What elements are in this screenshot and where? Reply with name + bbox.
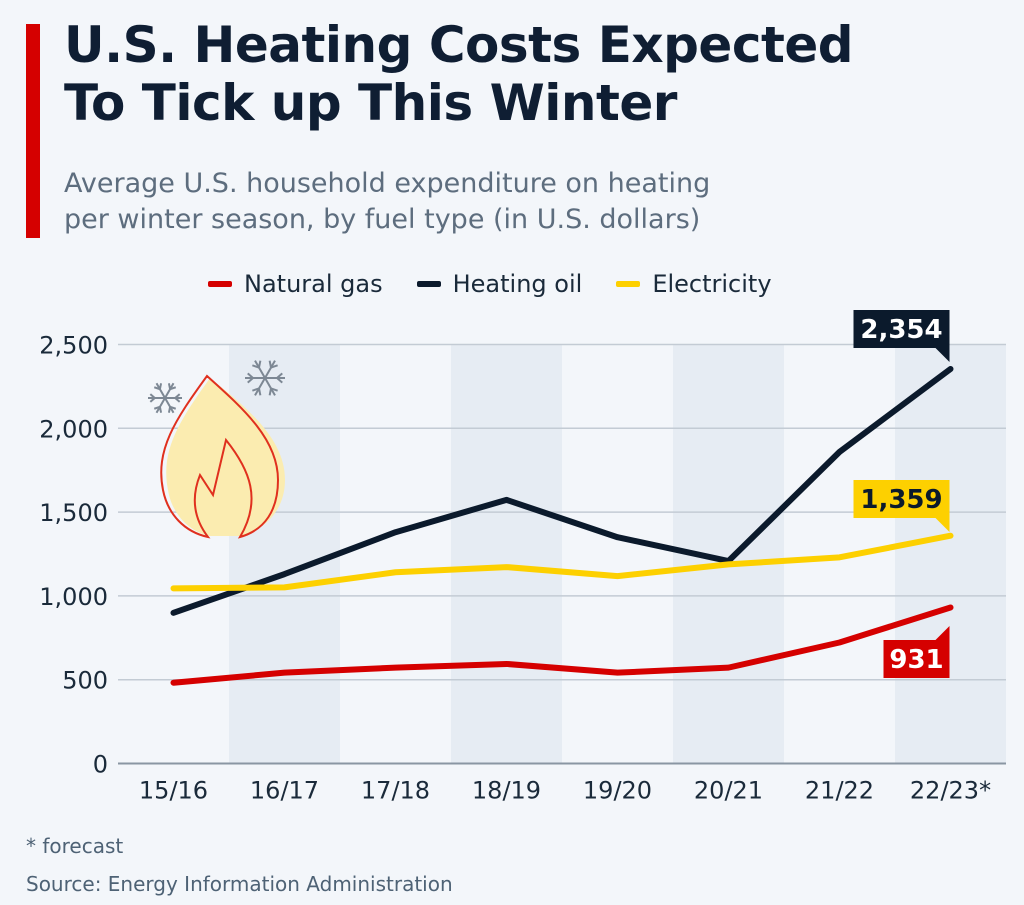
subtitle: Average U.S. household expenditure on he… — [64, 166, 710, 238]
column-band — [451, 344, 562, 764]
legend-item: Heating oil — [416, 270, 583, 298]
legend-swatch — [208, 281, 232, 287]
accent-bar — [26, 24, 40, 238]
column-band — [895, 344, 1006, 764]
subtitle-line-1: Average U.S. household expenditure on he… — [64, 168, 711, 199]
title-line-1: U.S. Heating Costs Expected — [64, 16, 854, 74]
series-line-electricity — [170, 532, 954, 592]
source: Source: Energy Information Administratio… — [26, 872, 453, 896]
x-tick-label: 16/17 — [250, 777, 319, 805]
end-value-text: 1,359 — [860, 485, 942, 515]
series-line-heating-oil — [170, 365, 954, 616]
y-tick-label: 1,000 — [39, 583, 108, 611]
y-tick-label: 2,000 — [39, 415, 108, 443]
y-tick-label: 1,500 — [39, 499, 108, 527]
x-tick-label: 15/16 — [139, 777, 208, 805]
x-tick-label: 17/18 — [361, 777, 430, 805]
line-chart: 0 500 1,000 1,500 2,000 2,500 15/16 16/17 17/18 1… — [39, 310, 1006, 805]
x-tick-label: 22/23* — [910, 777, 991, 805]
snowflake-icon — [148, 382, 182, 414]
flame-icon — [160, 374, 285, 539]
end-value-text: 2,354 — [860, 315, 942, 345]
end-value-label: 931 — [883, 626, 950, 678]
legend: Natural gas Heating oil Electricity — [208, 270, 772, 298]
legend-swatch — [616, 281, 641, 287]
legend-item: Electricity — [616, 270, 772, 298]
end-value-text: 931 — [889, 645, 943, 675]
footnote: * forecast — [26, 834, 124, 858]
end-value-label: 1,359 — [853, 480, 950, 532]
column-band — [229, 344, 340, 764]
page-title: U.S. Heating Costs Expected To Tick up T… — [64, 16, 854, 132]
x-tick-label: 19/20 — [583, 777, 652, 805]
legend-swatch — [416, 281, 441, 287]
end-value-label: 2,354 — [853, 310, 950, 362]
x-tick-label: 18/19 — [472, 777, 541, 805]
subtitle-line-2: per winter season, by fuel type (in U.S.… — [64, 204, 701, 235]
x-tick-label: 20/21 — [694, 777, 763, 805]
y-tick-label: 500 — [62, 667, 108, 695]
legend-label: Natural gas — [244, 270, 383, 298]
title-line-2: To Tick up This Winter — [64, 74, 677, 132]
legend-item: Natural gas — [208, 270, 383, 298]
snowflake-icon — [245, 360, 285, 396]
y-tick-label: 0 — [93, 751, 108, 779]
x-tick-label: 21/22 — [805, 777, 874, 805]
legend-label: Heating oil — [452, 270, 583, 298]
y-tick-label: 2,500 — [39, 332, 108, 360]
legend-label: Electricity — [652, 270, 772, 298]
series-line-natural-gas — [170, 604, 954, 686]
